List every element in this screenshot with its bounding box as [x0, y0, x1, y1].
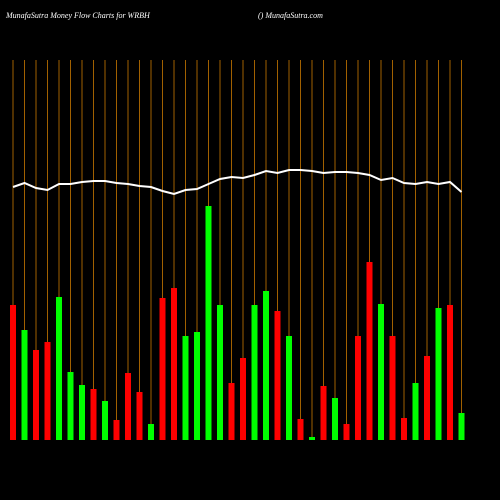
- bar: [274, 311, 281, 440]
- chart-subtitle: () MunafaSutra.com: [258, 11, 323, 20]
- bar: [412, 383, 419, 440]
- bar: [378, 304, 384, 440]
- bar: [56, 297, 62, 440]
- bar: [458, 413, 465, 440]
- bar: [217, 305, 223, 440]
- bar: [79, 385, 85, 440]
- bar: [320, 386, 327, 440]
- bar: [228, 383, 235, 440]
- bar: [33, 350, 39, 440]
- bar: [44, 342, 51, 440]
- bar: [286, 336, 292, 440]
- bar: [435, 308, 442, 440]
- bar: [102, 401, 108, 440]
- bar: [90, 389, 97, 440]
- bar: [171, 288, 177, 440]
- bar: [251, 305, 258, 440]
- chart-title: MunafaSutra Money Flow Charts for WRBH: [5, 11, 151, 20]
- bar: [447, 305, 453, 440]
- bar: [355, 336, 361, 440]
- bar: [366, 262, 373, 440]
- bar: [148, 424, 154, 440]
- bar: [194, 332, 200, 440]
- bar: [263, 291, 269, 440]
- bar: [136, 392, 143, 440]
- bar: [10, 305, 16, 440]
- bar: [424, 356, 430, 440]
- bar: [297, 419, 304, 440]
- bar: [125, 373, 131, 440]
- bar: [332, 398, 338, 440]
- bar: [205, 206, 212, 440]
- bar: [240, 358, 246, 440]
- bar: [21, 330, 28, 440]
- bar: [309, 437, 315, 440]
- bar: [67, 372, 74, 440]
- bar: [182, 336, 189, 440]
- money-flow-line: [12, 169, 463, 196]
- bar: [389, 336, 396, 440]
- bar: [159, 298, 166, 440]
- bar: [113, 420, 120, 440]
- bar: [343, 424, 350, 440]
- bar: [401, 418, 407, 440]
